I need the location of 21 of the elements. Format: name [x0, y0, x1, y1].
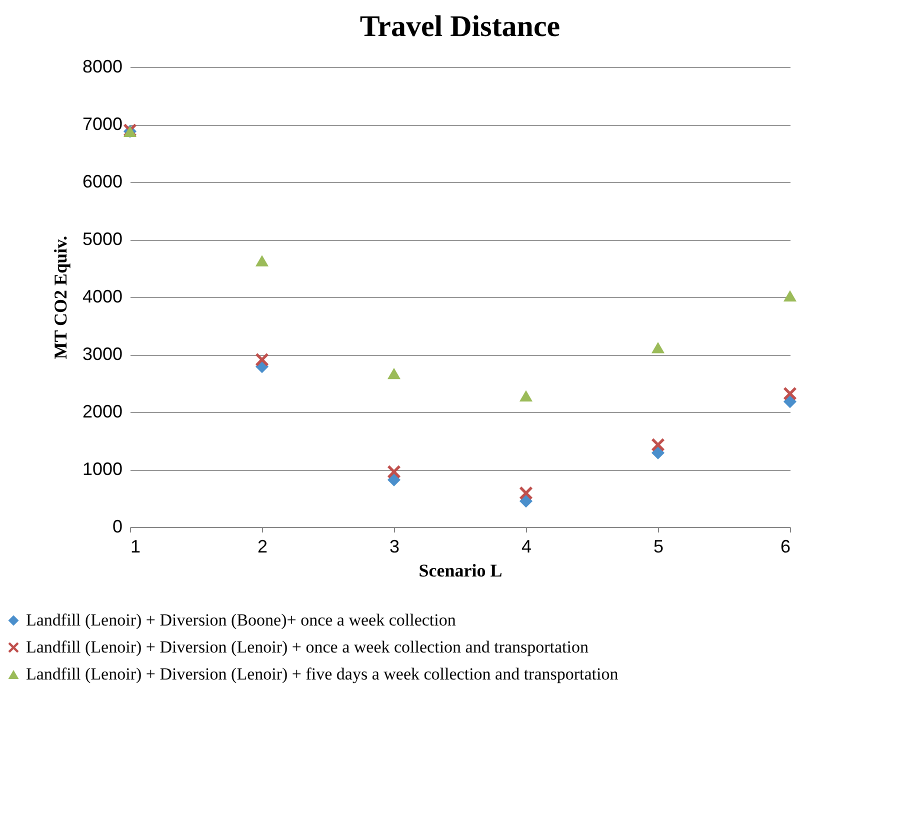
y-tick-label: 7000: [82, 114, 122, 134]
y-tick-label: 6000: [82, 172, 122, 192]
y-tick-label: 8000: [82, 56, 122, 76]
y-tick-label: 3000: [82, 344, 122, 364]
legend-label: Landfill (Lenoir) + Diversion (Lenoir) + once a week collection and transportation: [26, 638, 589, 656]
legend-label: Landfill (Lenoir) + Diversion (Boone)+ once a week collection: [26, 610, 456, 630]
x-tick-label: 5: [653, 536, 664, 556]
x-tick-label: 1: [130, 536, 141, 556]
x-axis-title: Scenario L: [418, 560, 502, 580]
x-tick-label: 2: [257, 536, 268, 556]
y-tick-label: 2000: [82, 402, 122, 422]
y-tick-label: 0: [112, 516, 122, 536]
y-tick-label: 5000: [82, 229, 122, 249]
y-tick-label: 4000: [82, 286, 122, 306]
y-tick-label: 1000: [82, 459, 122, 479]
chart-title: Travel Distance: [360, 10, 560, 43]
x-tick-label: 4: [521, 536, 532, 556]
x-tick-label: 6: [780, 536, 790, 556]
legend-label: Landfill (Lenoir) + Diversion (Lenoir) + five days a week collection and transportation: [26, 664, 619, 684]
x-tick-label: 3: [389, 536, 400, 556]
y-axis-title: MT CO2 Equiv.: [50, 236, 70, 360]
